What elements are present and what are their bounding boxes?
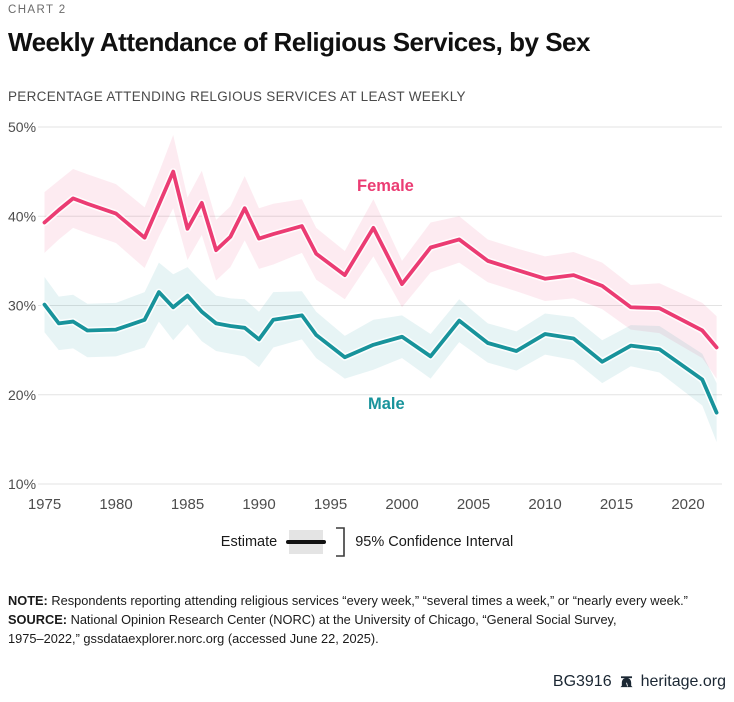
- x-axis-tick-label: 2015: [600, 496, 633, 513]
- liberty-bell-icon: [620, 675, 633, 687]
- y-axis-tick-label: 40%: [8, 208, 36, 224]
- y-axis-tick-label: 50%: [8, 119, 36, 135]
- estimate-line-swatch: [286, 540, 327, 544]
- x-axis-tick-label: 2000: [385, 496, 418, 513]
- note-text: Respondents reporting attending religiou…: [47, 593, 688, 608]
- x-axis-tick-label: 2010: [528, 496, 561, 513]
- legend: Estimate 95% Confidence Interval: [0, 524, 734, 560]
- site-link[interactable]: heritage.org: [640, 673, 726, 690]
- attendance-line-chart: 50% 40% 30% 20% 10% 1975 1980 1985 1990 1995 2000 2…: [8, 119, 722, 513]
- female-confidence-band: [44, 135, 717, 379]
- y-axis-tick-label: 10%: [8, 476, 36, 492]
- source-text-line1: National Opinion Research Center (NORC) …: [67, 612, 617, 627]
- x-axis-tick-label: 1975: [28, 496, 61, 513]
- x-axis-tick-label: 1995: [314, 496, 347, 513]
- male-series-label: Male: [368, 395, 405, 413]
- chart-subtitle: PERCENTAGE ATTENDING RELGIOUS SERVICES A…: [8, 89, 466, 104]
- ci-bracket-icon: [336, 527, 346, 557]
- legend-estimate-label: Estimate: [220, 534, 278, 550]
- female-series-label: Female: [357, 177, 414, 195]
- chart-eyebrow: CHART 2: [8, 4, 67, 16]
- note-label: NOTE:: [8, 593, 48, 608]
- female-line: [42, 169, 719, 350]
- source-line: SOURCE: National Opinion Research Center…: [8, 610, 730, 648]
- x-axis-tick-label: 2020: [671, 496, 704, 513]
- x-axis-tick-label: 1990: [242, 496, 275, 513]
- source-text-line2: 1975–2022,” gssdataexplorer.norc.org (ac…: [8, 631, 379, 646]
- footnotes: NOTE: Respondents reporting attending re…: [8, 591, 730, 648]
- x-axis-tick-label: 1980: [99, 496, 132, 513]
- report-id: BG3916: [552, 673, 612, 690]
- note-line: NOTE: Respondents reporting attending re…: [8, 591, 730, 610]
- legend-estimate-swatch: [286, 529, 327, 555]
- footer-credit: BG3916 heritage.org: [553, 673, 726, 691]
- page-title: Weekly Attendance of Religious Services,…: [8, 27, 590, 57]
- male-line: [42, 290, 719, 415]
- legend-ci-label: 95% Confidence Interval: [355, 534, 514, 550]
- y-axis-tick-label: 20%: [8, 387, 36, 403]
- y-axis-tick-label: 30%: [8, 298, 36, 314]
- x-axis-tick-label: 1985: [171, 496, 204, 513]
- source-label: SOURCE:: [8, 612, 68, 627]
- male-confidence-band: [44, 262, 717, 443]
- x-axis-tick-label: 2005: [457, 496, 490, 513]
